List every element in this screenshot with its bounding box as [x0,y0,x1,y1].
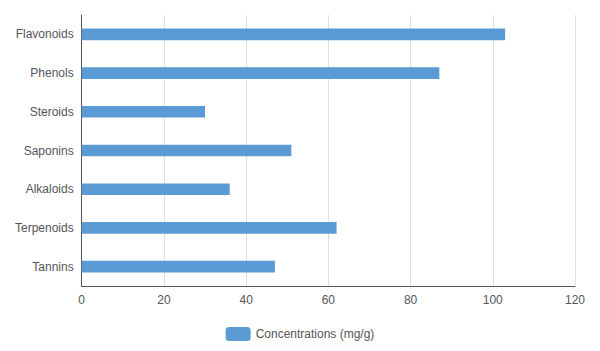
svg-text:80: 80 [404,293,418,307]
svg-text:120: 120 [565,293,585,307]
svg-text:Steroids: Steroids [30,105,74,119]
svg-text:0: 0 [78,293,85,307]
svg-text:Concentrations (mg/g): Concentrations (mg/g) [256,327,375,341]
svg-text:100: 100 [483,293,503,307]
svg-text:Tannins: Tannins [32,260,73,274]
svg-text:40: 40 [239,293,253,307]
svg-text:Phenols: Phenols [30,66,73,80]
svg-text:60: 60 [322,293,336,307]
svg-text:20: 20 [157,293,171,307]
svg-text:Alkaloids: Alkaloids [26,182,74,196]
svg-text:Terpenoids: Terpenoids [15,221,74,235]
svg-text:Flavonoids: Flavonoids [16,27,74,41]
svg-text:Saponins: Saponins [24,144,74,158]
